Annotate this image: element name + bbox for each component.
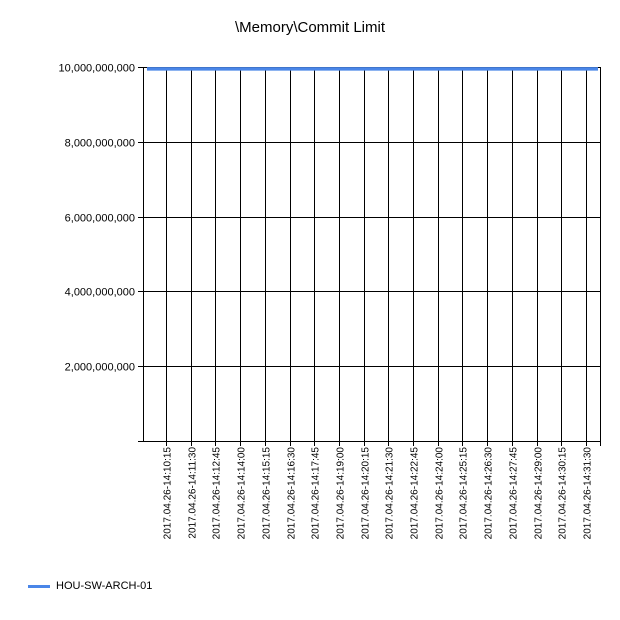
- y-tick-labels: 2,000,000,000 4,000,000,000 6,000,000,000 8…: [59, 63, 135, 374]
- x-tick-label: 2017.04.26-14:16:30: [287, 447, 298, 540]
- x-tick-label: 2017.04.26-14:14:00: [237, 447, 248, 540]
- x-tick-label: 2017.04.26-14:17:45: [311, 447, 322, 540]
- grid-lines: [143, 67, 600, 442]
- x-tick-label: 2017.04.26-14:29:00: [534, 447, 545, 540]
- x-tick-label: 2017.04.26-14:25:15: [459, 447, 470, 540]
- y-tick-label: 10,000,000,000: [59, 63, 135, 75]
- x-tick-label: 2017.04.26-14:24:00: [435, 447, 446, 540]
- y-tick-label: 6,000,000,000: [65, 213, 135, 225]
- x-tick-label: 2017.04.26-14:22:45: [410, 447, 421, 540]
- x-tick-labels: 2017.04.26-14:10:15 2017.04.26-14:11:30 20…: [163, 447, 594, 540]
- legend-label: HOU-SW-ARCH-01: [56, 580, 153, 592]
- chart-title: \Memory\Commit Limit: [234, 19, 385, 36]
- x-tick-label: 2017.04.26-14:10:15: [163, 447, 174, 540]
- x-tick-label: 2017.04.26-14:27:45: [509, 447, 520, 540]
- y-tick-label: 2,000,000,000: [65, 362, 135, 374]
- x-tick-label: 2017.04.26-14:12:45: [212, 447, 223, 540]
- x-tick-label: 2017.04.26-14:31:30: [583, 447, 594, 540]
- legend: HOU-SW-ARCH-01: [28, 580, 152, 592]
- y-tick-label: 8,000,000,000: [65, 138, 135, 150]
- x-tick-label: 2017.04.26-14:26:30: [484, 447, 495, 540]
- axes: [138, 67, 601, 446]
- x-tick-label: 2017.04.26-14:11:30: [188, 447, 199, 539]
- x-tick-label: 2017.04.26-14:30:15: [558, 447, 569, 540]
- x-tick-label: 2017.04.26-14:19:00: [336, 447, 347, 540]
- x-tick-label: 2017.04.26-14:20:15: [361, 447, 372, 540]
- x-tick-label: 2017.04.26-14:15:15: [262, 447, 273, 540]
- x-tick-label: 2017.04.26-14:21:30: [385, 447, 396, 540]
- y-tick-label: 4,000,000,000: [65, 287, 135, 299]
- legend-swatch: [28, 584, 50, 588]
